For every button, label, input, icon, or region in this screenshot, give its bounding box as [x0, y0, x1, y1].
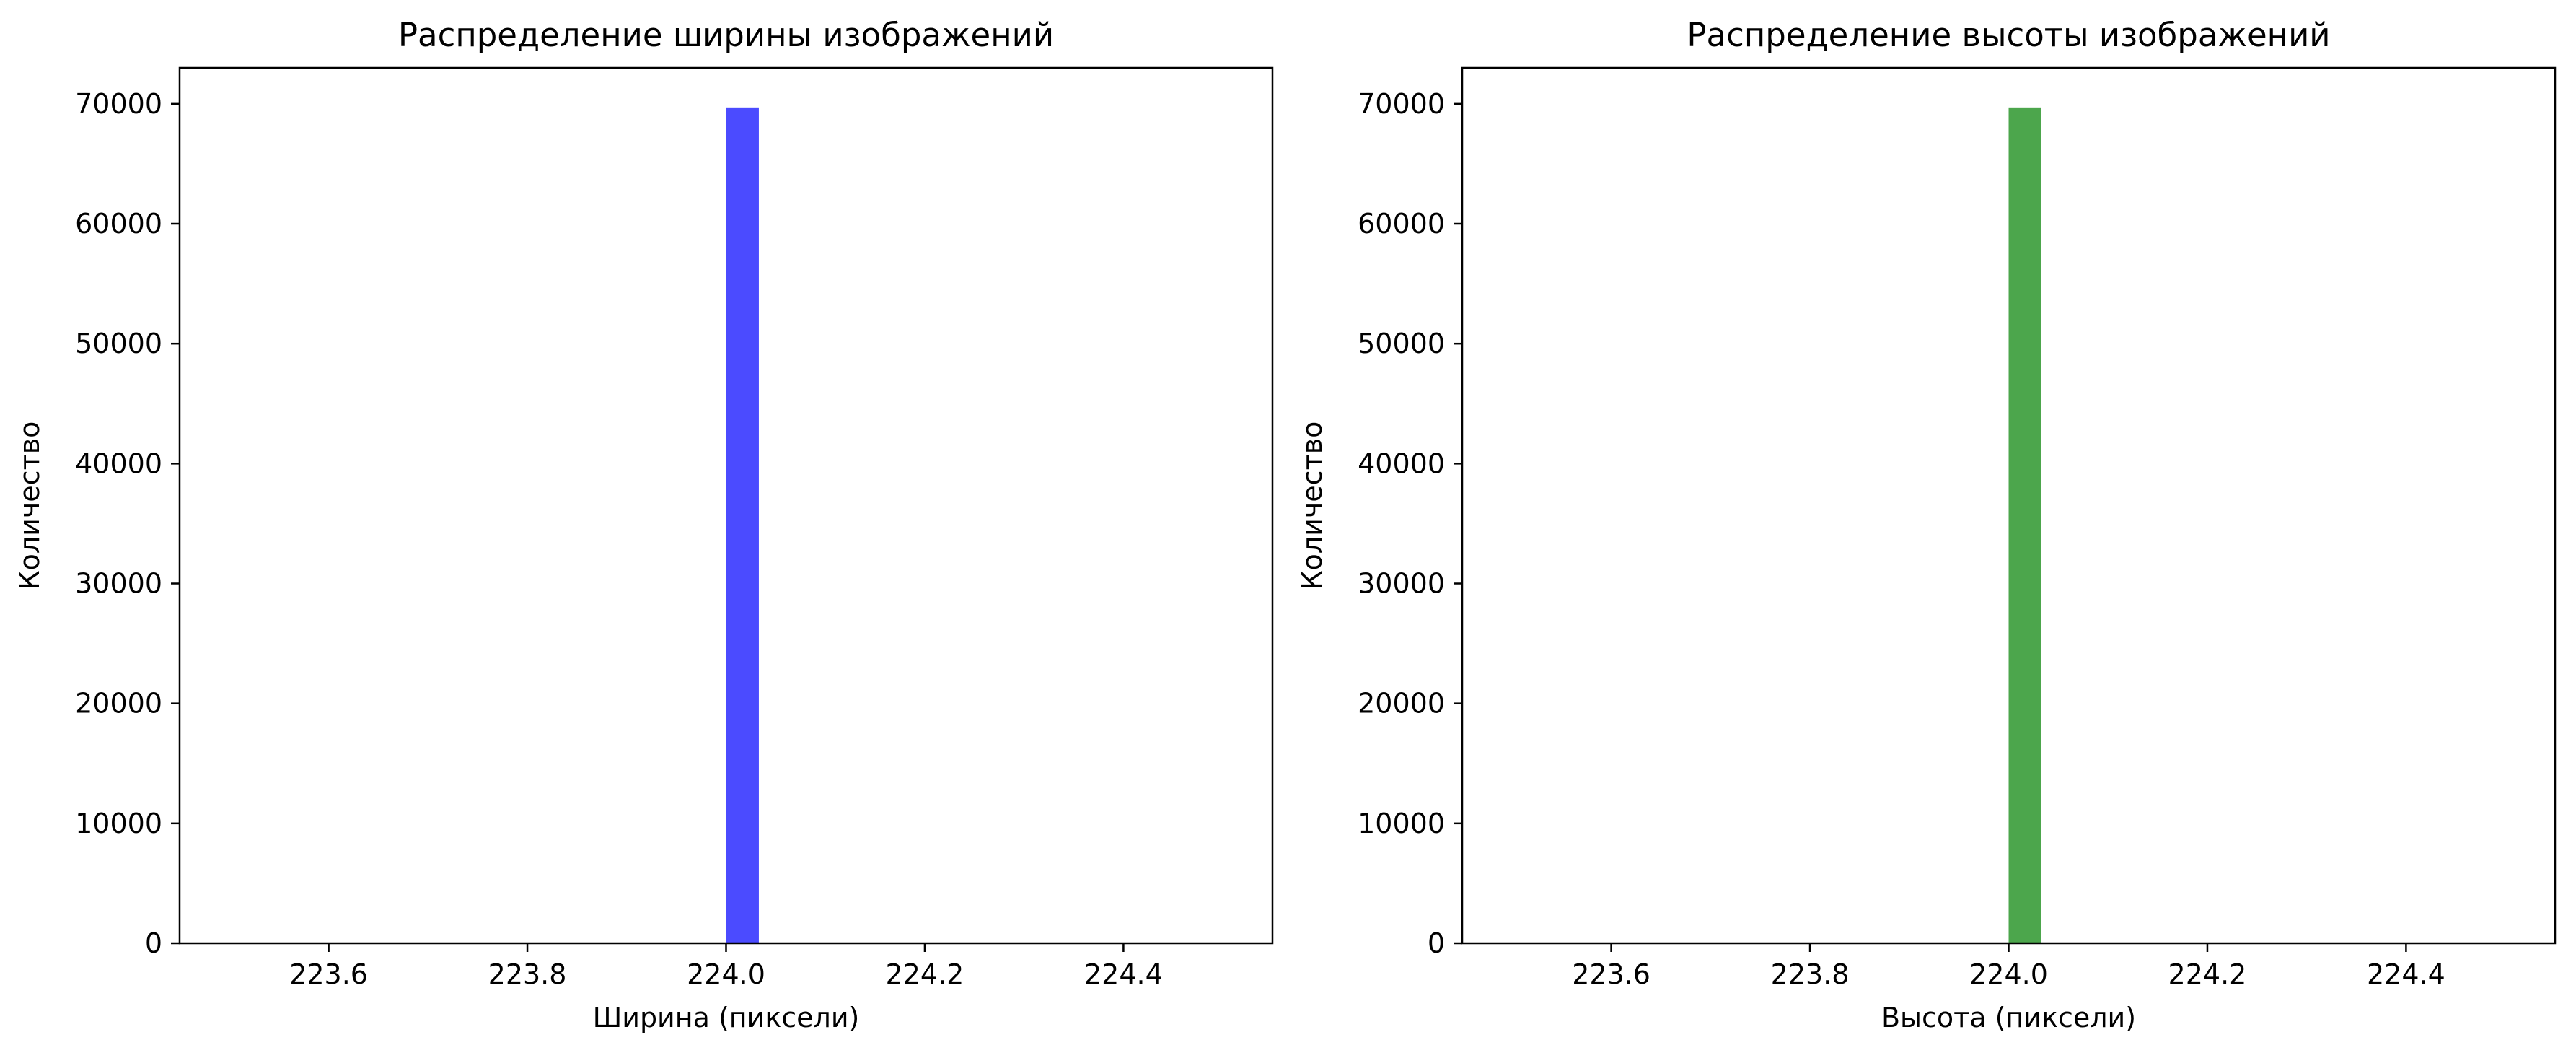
- x-tick-label: 224.0: [687, 958, 765, 990]
- y-tick-label: 50000: [75, 328, 162, 359]
- y-tick-label: 10000: [75, 808, 162, 839]
- y-tick-label: 60000: [75, 208, 162, 240]
- chart-title: Распределение высоты изображений: [1687, 16, 2330, 54]
- x-tick-label: 224.2: [2168, 958, 2247, 990]
- y-tick-label: 0: [1428, 927, 1445, 959]
- x-axis-label: Высота (пиксели): [1881, 1002, 2136, 1033]
- x-tick-label: 224.4: [1084, 958, 1163, 990]
- x-axis-label: Ширина (пиксели): [593, 1002, 860, 1033]
- y-tick-label: 20000: [1358, 688, 1445, 720]
- y-tick-label: 70000: [1358, 88, 1445, 120]
- y-tick-label: 10000: [1358, 808, 1445, 839]
- y-tick-label: 60000: [1358, 208, 1445, 240]
- y-tick-label: 40000: [1358, 447, 1445, 479]
- histogram-bar: [2008, 107, 2041, 944]
- y-tick-label: 50000: [1358, 328, 1445, 359]
- x-tick-label: 223.8: [488, 958, 567, 990]
- histogram-bar: [726, 107, 759, 944]
- y-tick-label: 30000: [75, 568, 162, 600]
- y-tick-label: 30000: [1358, 568, 1445, 600]
- x-tick-label: 224.0: [1969, 958, 2048, 990]
- chart-title: Распределение ширины изображений: [398, 16, 1054, 54]
- height-histogram-panel: 223.6 223.8 224.0 224.2 224.4 0 10000 20000 3000…: [1296, 16, 2557, 1033]
- y-axis-label: Количество: [1296, 421, 1328, 590]
- histogram-bars: [726, 107, 759, 944]
- y-tick-label: 0: [145, 927, 162, 959]
- y-axis-label: Количество: [14, 421, 45, 590]
- x-tick-label: 223.6: [289, 958, 368, 990]
- y-tick-label: 70000: [75, 88, 162, 120]
- x-tick-label: 224.4: [2367, 958, 2445, 990]
- histogram-bars: [2008, 107, 2041, 944]
- width-histogram-panel: 223.6 223.8 224.0 224.2 224.4 0 10000 20000 3000…: [14, 16, 1274, 1033]
- y-tick-label: 20000: [75, 688, 162, 720]
- y-tick-label: 40000: [75, 447, 162, 479]
- tick-labels: 223.6 223.8 224.0 224.2 224.4 0 10000 20000 3000…: [1358, 88, 2445, 990]
- x-tick-label: 223.8: [1771, 958, 1850, 990]
- x-tick-label: 223.6: [1572, 958, 1650, 990]
- tick-labels: 223.6 223.8 224.0 224.2 224.4 0 10000 20000 3000…: [75, 88, 1163, 990]
- x-tick-label: 224.2: [886, 958, 964, 990]
